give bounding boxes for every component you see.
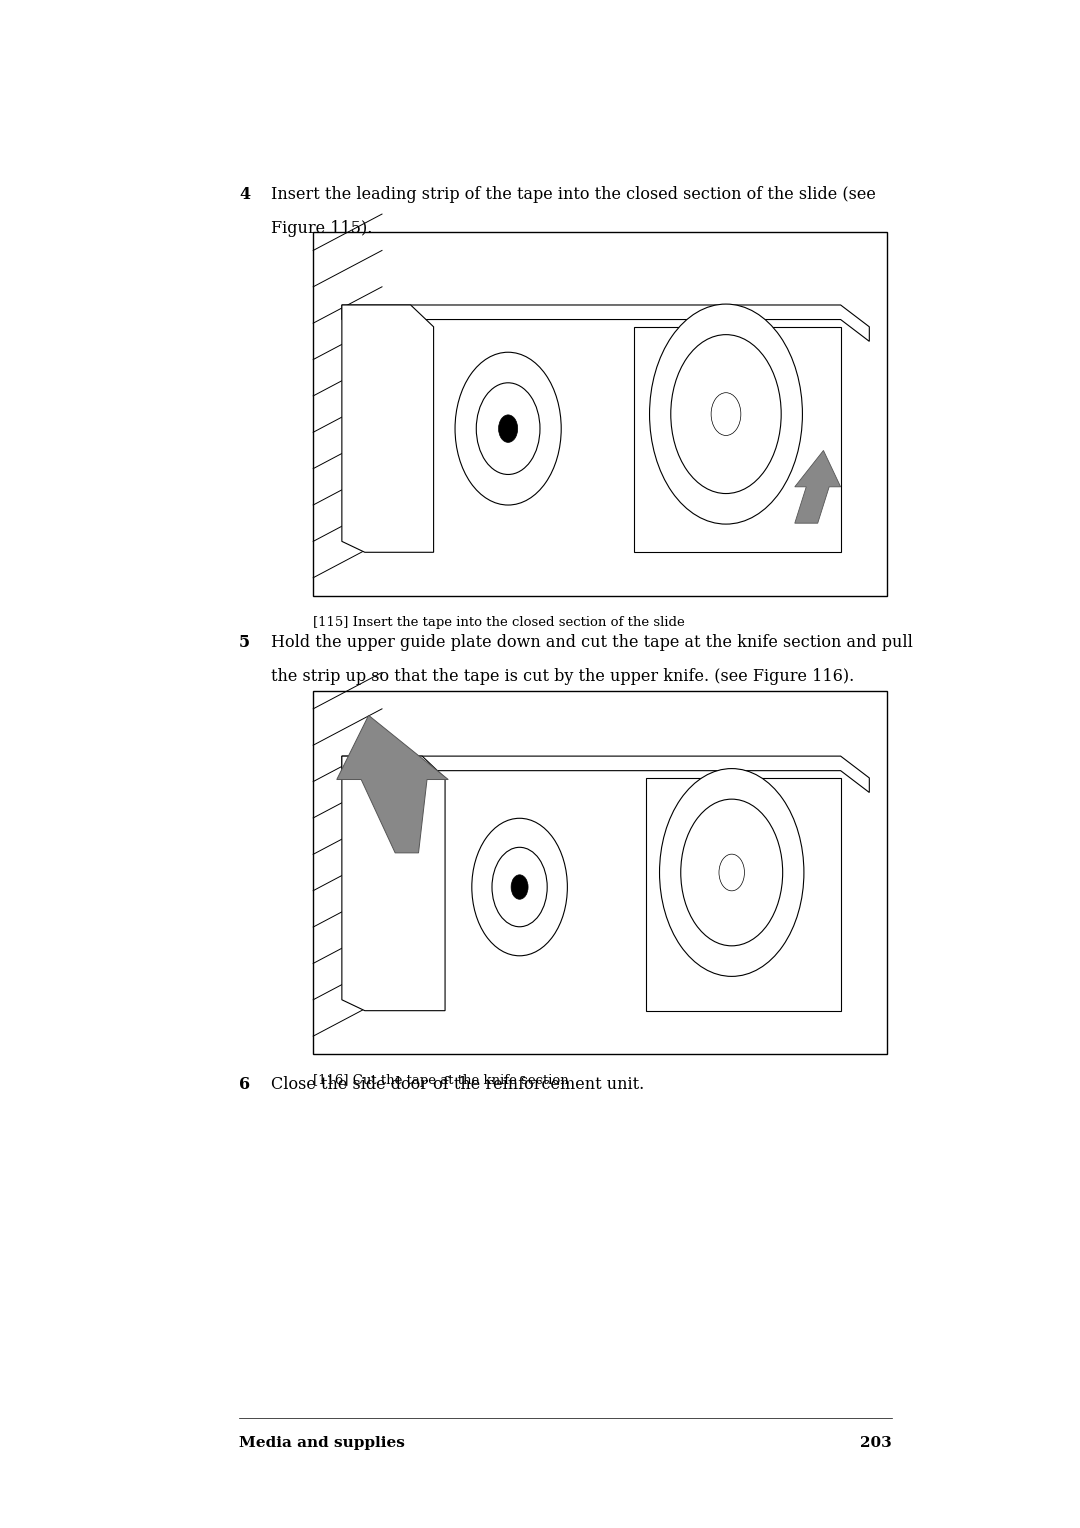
Circle shape: [649, 304, 802, 524]
Text: the strip up so that the tape is cut by the upper knife. (see Figure 116).: the strip up so that the tape is cut by …: [271, 668, 854, 685]
Text: [115] Insert the tape into the closed section of the slide: [115] Insert the tape into the closed se…: [313, 616, 685, 630]
Circle shape: [455, 353, 562, 506]
Polygon shape: [634, 327, 840, 552]
Circle shape: [680, 799, 783, 946]
Polygon shape: [342, 306, 869, 341]
Polygon shape: [646, 778, 840, 1010]
Polygon shape: [342, 306, 433, 552]
Text: 4: 4: [239, 186, 249, 203]
Polygon shape: [342, 756, 445, 1010]
Polygon shape: [337, 715, 448, 853]
Text: Figure 115).: Figure 115).: [271, 220, 373, 237]
Text: 5: 5: [239, 634, 249, 651]
Circle shape: [499, 416, 517, 443]
Text: [116] Cut the tape at the knife section: [116] Cut the tape at the knife section: [313, 1074, 569, 1088]
Text: 203: 203: [860, 1436, 892, 1450]
FancyBboxPatch shape: [313, 691, 887, 1054]
Circle shape: [472, 819, 567, 957]
Text: Hold the upper guide plate down and cut the tape at the knife section and pull: Hold the upper guide plate down and cut …: [271, 634, 913, 651]
Circle shape: [719, 854, 744, 891]
Polygon shape: [795, 451, 840, 523]
Text: Close the side door of the reinforcement unit.: Close the side door of the reinforcement…: [271, 1076, 644, 1093]
FancyBboxPatch shape: [313, 232, 887, 596]
Text: 6: 6: [239, 1076, 249, 1093]
Circle shape: [476, 384, 540, 475]
Circle shape: [660, 769, 804, 976]
Circle shape: [492, 848, 548, 927]
Text: Insert the leading strip of the tape into the closed section of the slide (see: Insert the leading strip of the tape int…: [271, 186, 876, 203]
Text: Media and supplies: Media and supplies: [239, 1436, 405, 1450]
Circle shape: [511, 876, 528, 900]
Polygon shape: [342, 756, 869, 793]
Circle shape: [711, 393, 741, 435]
Circle shape: [671, 335, 781, 494]
